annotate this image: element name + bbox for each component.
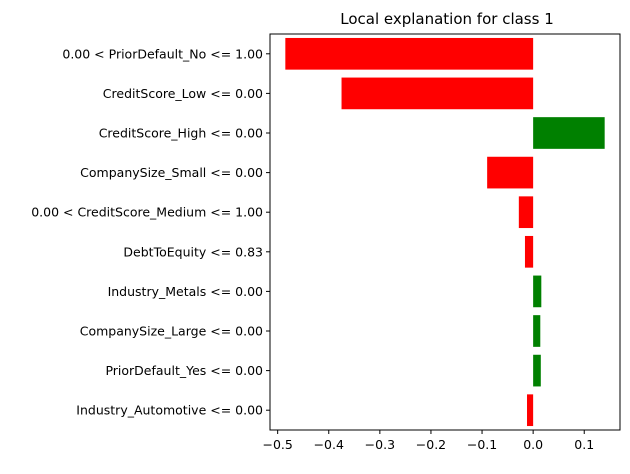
bar-8 xyxy=(533,354,541,387)
y-tick-label: Industry_Automotive <= 0.00 xyxy=(76,403,263,418)
y-tick-label: 0.00 < CreditScore_Medium <= 1.00 xyxy=(31,205,263,220)
y-tick-label: 0.00 < PriorDefault_No <= 1.00 xyxy=(62,46,263,61)
x-tick-label: −0.4 xyxy=(314,437,344,452)
x-tick-label: −0.3 xyxy=(365,437,395,452)
y-tick-label: CompanySize_Small <= 0.00 xyxy=(80,165,263,180)
x-tick-label: −0.2 xyxy=(416,437,446,452)
y-tick-label: Industry_Metals <= 0.00 xyxy=(108,284,263,299)
y-tick-label: DebtToEquity <= 0.83 xyxy=(123,244,263,259)
x-tick-label: 0.1 xyxy=(574,437,594,452)
bar-9 xyxy=(527,394,534,427)
x-axis-ticks: −0.5 −0.4 −0.3 −0.2 −0.1 0.0 0.1 xyxy=(262,430,594,452)
chart-title: Local explanation for class 1 xyxy=(340,10,554,28)
y-axis-ticks: 0.00 < PriorDefault_No <= 1.00 CreditScor… xyxy=(31,46,270,418)
x-tick-label: −0.5 xyxy=(262,437,292,452)
bar-5 xyxy=(524,235,534,268)
bar-6 xyxy=(533,275,542,308)
y-tick-label: CreditScore_Low <= 0.00 xyxy=(103,86,263,101)
x-tick-label: −0.1 xyxy=(467,437,497,452)
plot-frame xyxy=(269,33,621,431)
y-tick-label: CompanySize_Large <= 0.00 xyxy=(80,324,263,339)
bar-0 xyxy=(285,37,534,70)
bar-4 xyxy=(518,196,534,229)
y-tick-label: PriorDefault_Yes <= 0.00 xyxy=(105,363,263,378)
bar-2 xyxy=(533,117,605,149)
bar-3 xyxy=(487,156,534,189)
y-tick-label: CreditScore_High <= 0.00 xyxy=(99,126,263,141)
bar-1 xyxy=(341,77,534,110)
bars-layer xyxy=(285,37,605,427)
bar-7 xyxy=(533,315,541,347)
x-tick-label: 0.0 xyxy=(523,437,543,452)
